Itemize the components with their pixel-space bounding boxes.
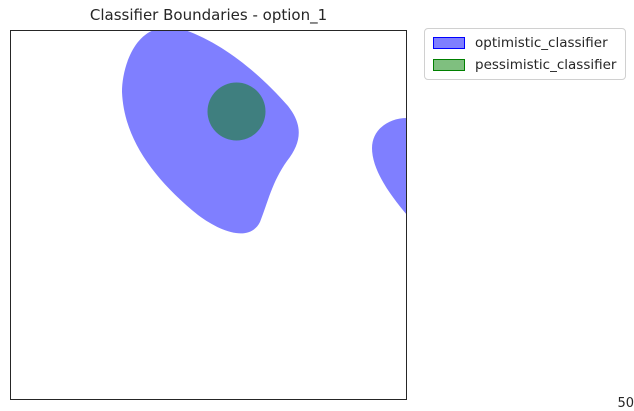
- legend: optimistic_classifier pessimistic_classi…: [424, 28, 626, 80]
- optimistic-region-main: [122, 30, 299, 234]
- optimistic-region-edge: [372, 118, 407, 215]
- legend-swatch-optimistic: [433, 37, 465, 49]
- plot-svg: [122, 30, 407, 234]
- corner-label: 50: [617, 396, 634, 411]
- legend-item-pessimistic: pessimistic_classifier: [433, 56, 616, 74]
- pessimistic-region: [207, 82, 266, 141]
- legend-label-optimistic: optimistic_classifier: [475, 35, 608, 51]
- plot-area: [10, 30, 407, 400]
- legend-label-pessimistic: pessimistic_classifier: [475, 57, 617, 73]
- chart-title: Classifier Boundaries - option_1: [89, 6, 328, 24]
- legend-item-optimistic: optimistic_classifier: [433, 34, 608, 52]
- legend-swatch-pessimistic: [433, 59, 465, 71]
